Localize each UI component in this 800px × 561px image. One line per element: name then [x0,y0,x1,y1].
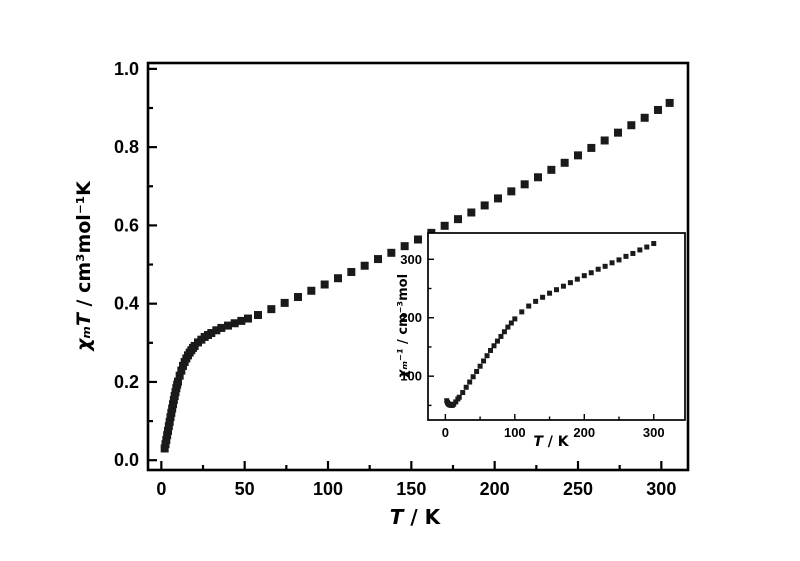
main-plot-x-tick-label: 50 [235,479,255,499]
main-plot-x-tick-label: 250 [563,479,593,499]
main-plot-y-tick-label: 0.2 [114,372,139,392]
inset-plot-y-tick-label: 300 [400,252,422,267]
main-plot-x-tick-label: 200 [480,479,510,499]
inset-plot-frame [427,232,686,421]
main-plot-x-tick-label: 150 [396,479,426,499]
main-plot-y-tick-label: 1.0 [114,59,139,79]
main-plot-x-tick-label: 300 [646,479,676,499]
inset-plot-tick-labels: 0 100 200 300 100 200 300 [400,252,664,440]
main-plot-y-tick-label: 0.4 [114,294,139,314]
main-plot-frame [146,61,690,472]
inset-plot-y-tick-label: 200 [400,310,422,325]
inset-plot-background [428,233,685,420]
inset-plot-y-tick-label: 100 [400,369,422,384]
main-plot-y-tick-label: 0.8 [114,137,139,157]
main-plot-x-tick-label: 0 [156,479,166,499]
inset-plot: 0 100 200 300 100 200 300 [400,232,686,440]
inset-plot-x-tick-label: 200 [573,425,595,440]
inset-plot-data-points [444,241,657,408]
main-plot-data-points [160,98,674,453]
main-plot-y-tick-label: 0.6 [114,215,139,235]
main-plot-x-tick-label: 100 [313,479,343,499]
main-plot: 0 50 100 150 200 250 300 0.0 0.2 0.4 0.6 0.8 1.0 [114,59,690,499]
inset-plot-x-tick-label: 100 [504,425,526,440]
main-plot-y-tick-label: 0.0 [114,450,139,470]
inset-plot-x-tick-label: 0 [442,425,449,440]
inset-plot-x-tick-label: 300 [643,425,665,440]
main-plot-tick-labels: 0 50 100 150 200 250 300 0.0 0.2 0.4 0.6 0.8 1.0 [114,59,676,499]
